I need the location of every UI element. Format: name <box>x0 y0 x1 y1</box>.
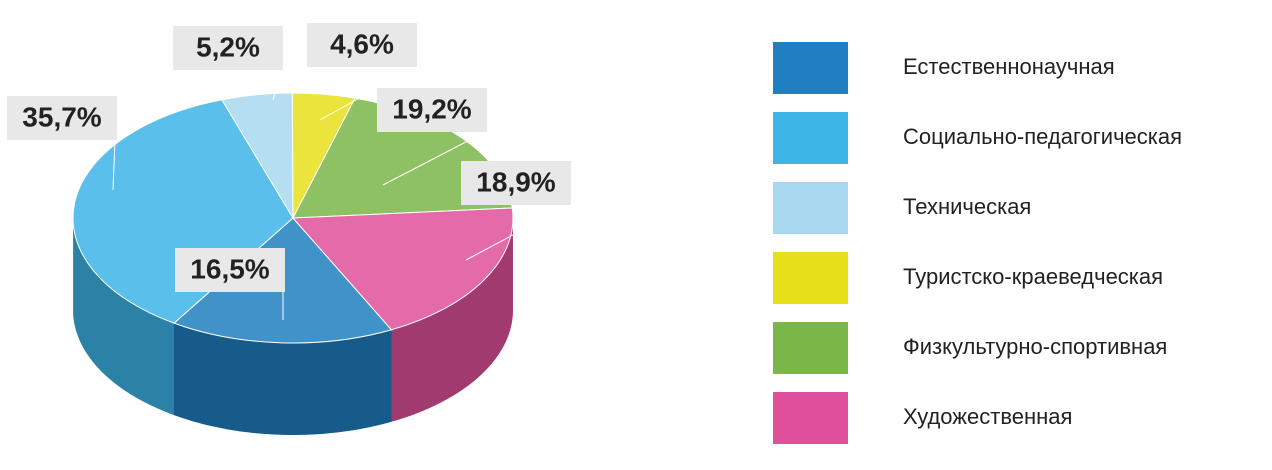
legend-swatch <box>773 392 848 444</box>
label-box <box>377 88 487 132</box>
legend-swatch <box>773 182 848 234</box>
data-label: 18,9% <box>476 166 555 197</box>
data-label: 35,7% <box>22 101 101 132</box>
leader-line <box>465 204 570 261</box>
label-box <box>7 96 117 140</box>
leader-line <box>319 66 416 121</box>
label-box <box>175 248 285 292</box>
leader-line <box>112 139 116 191</box>
pie-slice <box>291 207 514 331</box>
label-box <box>173 26 283 70</box>
legend-label: Туристско-краеведческая <box>903 264 1163 289</box>
pie-side <box>73 221 175 416</box>
data-label: 4,6% <box>330 28 394 59</box>
legend-label: Техническая <box>903 194 1031 219</box>
pie-side <box>391 220 513 422</box>
data-label: 5,2% <box>196 31 260 62</box>
data-label: 16,5% <box>190 253 269 284</box>
legend-swatch <box>773 42 848 94</box>
data-label: 19,2% <box>392 93 471 124</box>
legend-label: Естественнонаучная <box>903 54 1115 79</box>
leader-line <box>382 131 486 186</box>
legend-swatch <box>773 112 848 164</box>
label-box <box>461 161 571 205</box>
legend-label: Художественная <box>903 404 1072 429</box>
legend-swatch <box>773 252 848 304</box>
legend-label: Физкультурно-спортивная <box>903 334 1167 359</box>
leader-line <box>272 69 282 101</box>
label-box <box>307 23 417 67</box>
legend-swatch <box>773 322 848 374</box>
pie-side <box>174 323 392 435</box>
pie-slice <box>72 99 294 324</box>
legend-label: Социально-педагогическая <box>903 124 1182 149</box>
